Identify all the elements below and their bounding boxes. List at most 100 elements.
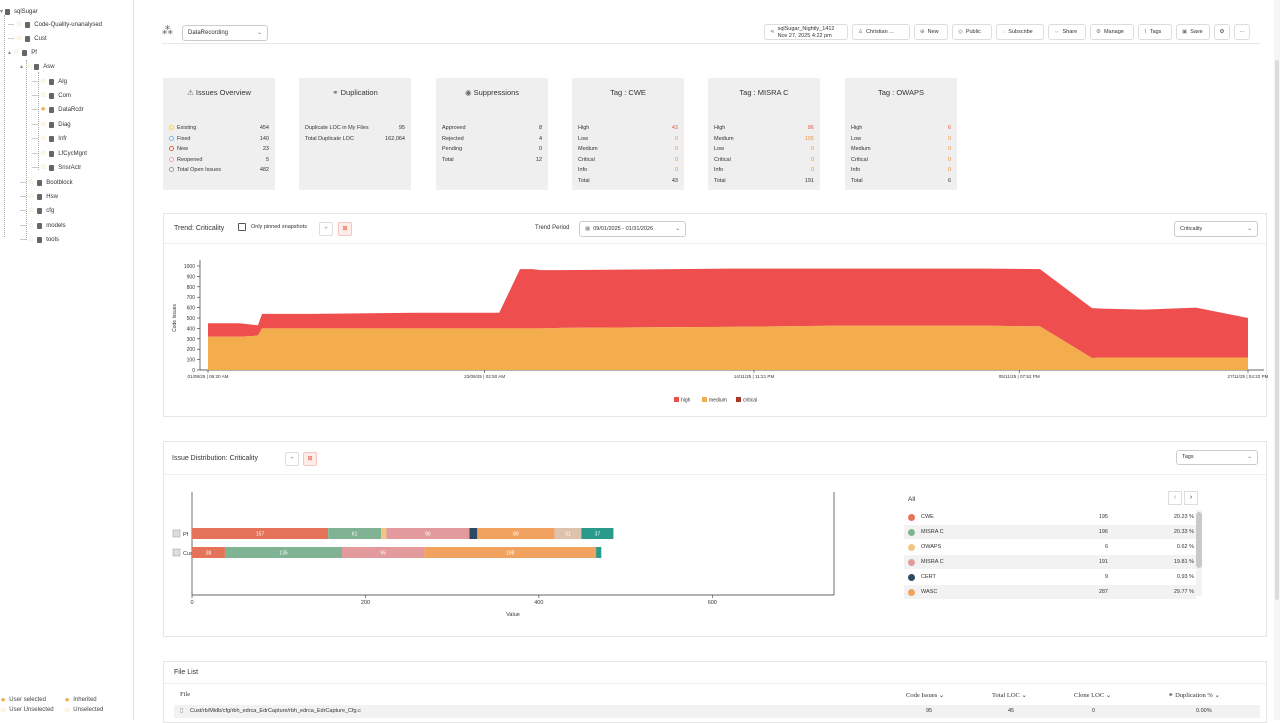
- tree-item[interactable]: — ☆ Com: [32, 90, 71, 102]
- save-button[interactable]: ▣ Save: [1176, 24, 1210, 40]
- tree-branch-icon[interactable]: —: [20, 194, 26, 200]
- tree-item[interactable]: — ☆ models: [20, 220, 66, 232]
- star-outline-icon[interactable]: ☆: [28, 179, 35, 186]
- tree-item[interactable]: — ☆ Cust: [8, 33, 47, 45]
- public-button[interactable]: ◎ Public: [952, 24, 992, 40]
- star-outline-icon[interactable]: ☆: [28, 222, 35, 229]
- tree-item[interactable]: — ☆ Infr: [32, 133, 67, 145]
- star-outline-icon[interactable]: ☆: [40, 121, 47, 128]
- tree-branch-icon[interactable]: —: [32, 151, 38, 157]
- tree-item[interactable]: — ☆ SnsrActr: [32, 162, 81, 174]
- list-item[interactable]: CWE 195 20.23 %: [904, 510, 1196, 524]
- share-button[interactable]: ⇔ Share: [1048, 24, 1086, 40]
- star-outline-icon[interactable]: ☆: [13, 49, 20, 56]
- page-scrollbar-thumb[interactable]: [1275, 60, 1279, 600]
- subscribe-button[interactable]: ◌ Subscribe: [996, 24, 1044, 40]
- col-header-code-issues[interactable]: Code Issues ⌄: [906, 691, 944, 699]
- row-collapse-icon[interactable]: [172, 529, 181, 538]
- tree-item[interactable]: — ☆ Hsw: [20, 191, 58, 203]
- list-item[interactable]: WASC 287 29.77 %: [904, 585, 1196, 599]
- tree-item[interactable]: — ☆ Alg: [32, 76, 67, 88]
- star-outline-icon[interactable]: ☆: [40, 150, 47, 157]
- series-high-area[interactable]: [208, 268, 1248, 359]
- tree-branch-icon[interactable]: ▴: [20, 64, 24, 70]
- row-collapse-icon[interactable]: [172, 548, 181, 557]
- star-outline-icon[interactable]: ☆: [28, 236, 35, 243]
- settings-button[interactable]: ⚙: [1214, 24, 1230, 40]
- bar-segment[interactable]: [469, 528, 478, 539]
- distribution-groupby-select[interactable]: Tags ⌄: [1176, 450, 1258, 465]
- list-item[interactable]: MISRA C 196 20.33 %: [904, 525, 1196, 539]
- bar-segment[interactable]: [424, 547, 597, 558]
- expand-icon[interactable]: ▾: [0, 9, 4, 15]
- star-outline-icon[interactable]: ☆: [28, 193, 35, 200]
- table-row[interactable]: ▯ Cust/rb/Midb/cfg/rbh_edrca_EdrCapture/…: [174, 705, 1260, 718]
- list-scrollbar[interactable]: [1196, 510, 1202, 596]
- list-prev-button[interactable]: ‹: [1168, 491, 1182, 505]
- bar-segment[interactable]: [554, 528, 582, 539]
- new-button[interactable]: ⊕ New: [914, 24, 948, 40]
- bar-segment[interactable]: [192, 547, 225, 558]
- star-outline-icon[interactable]: ☆: [40, 164, 47, 171]
- tree-root[interactable]: ▾ sqlSugar: [0, 6, 38, 18]
- tree-branch-icon[interactable]: —: [8, 22, 14, 28]
- col-header-clone-loc[interactable]: Clone LOC ⌄: [1074, 691, 1111, 699]
- page-scrollbar[interactable]: [1274, 0, 1280, 720]
- delete-trend-button[interactable]: ⊠: [338, 222, 352, 236]
- tree-item[interactable]: — ☆ Code-Quality-unanalysed: [8, 19, 102, 31]
- bar-segment[interactable]: [328, 528, 382, 539]
- tree-item[interactable]: — ☆ Bootblock: [20, 177, 73, 189]
- tree-branch-icon[interactable]: —: [32, 122, 38, 128]
- tree-branch-icon[interactable]: —: [20, 180, 26, 186]
- list-item[interactable]: CERT 9 0.93 %: [904, 570, 1196, 584]
- list-next-button[interactable]: ›: [1184, 491, 1198, 505]
- file-path[interactable]: Cust/rb/Midb/cfg/rbh_edrca_EdrCapture/rb…: [190, 708, 361, 714]
- tree-item[interactable]: — ☆ tools: [20, 234, 59, 246]
- tree-branch-icon[interactable]: —: [20, 237, 26, 243]
- tree-item[interactable]: — ★ DataRcdr: [32, 104, 84, 116]
- bar-segment[interactable]: [596, 547, 602, 558]
- list-scrollbar-thumb[interactable]: [1196, 512, 1202, 568]
- star-filled-icon[interactable]: ★: [40, 106, 47, 113]
- tree-branch-icon[interactable]: —: [32, 107, 38, 113]
- bar-segment[interactable]: [477, 528, 555, 539]
- bar-segment[interactable]: [581, 528, 614, 539]
- star-outline-icon[interactable]: ☆: [25, 63, 32, 70]
- bar-segment[interactable]: [224, 547, 343, 558]
- user-button[interactable]: ♙ Christian ...: [852, 24, 910, 40]
- star-outline-icon[interactable]: ☆: [16, 35, 23, 42]
- trend-groupby-select[interactable]: Criticality ⌄: [1174, 221, 1258, 237]
- tree-branch-icon[interactable]: —: [32, 79, 38, 85]
- tree-branch-icon[interactable]: —: [8, 36, 14, 42]
- dashboard-grid-icon[interactable]: ⁂: [162, 25, 173, 37]
- add-distribution-button[interactable]: +: [285, 452, 299, 466]
- tree-branch-icon[interactable]: —: [32, 93, 38, 99]
- more-button[interactable]: ···: [1234, 24, 1250, 40]
- tree-branch-icon[interactable]: —: [20, 208, 26, 214]
- star-outline-icon[interactable]: ☆: [16, 21, 23, 28]
- tree-item[interactable]: — ☆ cfg: [20, 205, 54, 217]
- star-outline-icon[interactable]: ☆: [40, 135, 47, 142]
- bar-segment[interactable]: [342, 547, 425, 558]
- bar-segment[interactable]: [386, 528, 470, 539]
- tree-branch-icon[interactable]: ▴: [8, 50, 12, 56]
- trend-period-picker[interactable]: ▦ 09/01/2025 - 01/31/2026 ⌄: [579, 221, 686, 237]
- tree-item[interactable]: — ☆ LfCycMgnt: [32, 148, 87, 160]
- list-item[interactable]: OWAPS 6 0.62 %: [904, 540, 1196, 554]
- tree-branch-icon[interactable]: —: [20, 223, 26, 229]
- pinned-checkbox[interactable]: [238, 223, 246, 231]
- list-item[interactable]: MISRA C 191 19.81 %: [904, 555, 1196, 569]
- star-outline-icon[interactable]: ☆: [28, 207, 35, 214]
- add-trend-button[interactable]: +: [319, 222, 333, 236]
- star-outline-icon[interactable]: ☆: [40, 78, 47, 85]
- col-header-total-loc[interactable]: Total LOC ⌄: [992, 691, 1027, 699]
- tree-branch-icon[interactable]: —: [32, 136, 38, 142]
- col-header-duplication[interactable]: ⚭ Duplication % ⌄: [1168, 691, 1220, 699]
- tree-branch-icon[interactable]: —: [32, 165, 38, 171]
- delete-distribution-button[interactable]: ⊠: [303, 452, 317, 466]
- tree-item[interactable]: — ☆ Diag: [32, 119, 71, 131]
- star-outline-icon[interactable]: ☆: [40, 92, 47, 99]
- bar-segment[interactable]: [381, 528, 387, 539]
- dashboard-select[interactable]: DataRecording ⌄: [182, 25, 268, 41]
- tree-item[interactable]: ▴ ☆ Pf: [8, 47, 37, 59]
